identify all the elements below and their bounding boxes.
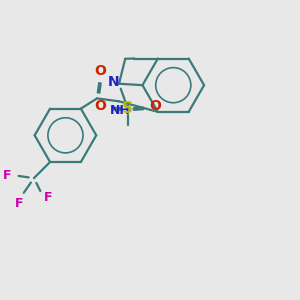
Text: NH: NH: [110, 104, 131, 117]
Text: N: N: [108, 75, 119, 89]
Text: F: F: [15, 197, 23, 210]
Text: F: F: [3, 169, 11, 182]
Text: F: F: [44, 191, 52, 204]
Text: O: O: [94, 99, 106, 113]
Text: O: O: [94, 64, 106, 78]
Text: S: S: [122, 101, 133, 116]
Text: O: O: [149, 99, 161, 113]
